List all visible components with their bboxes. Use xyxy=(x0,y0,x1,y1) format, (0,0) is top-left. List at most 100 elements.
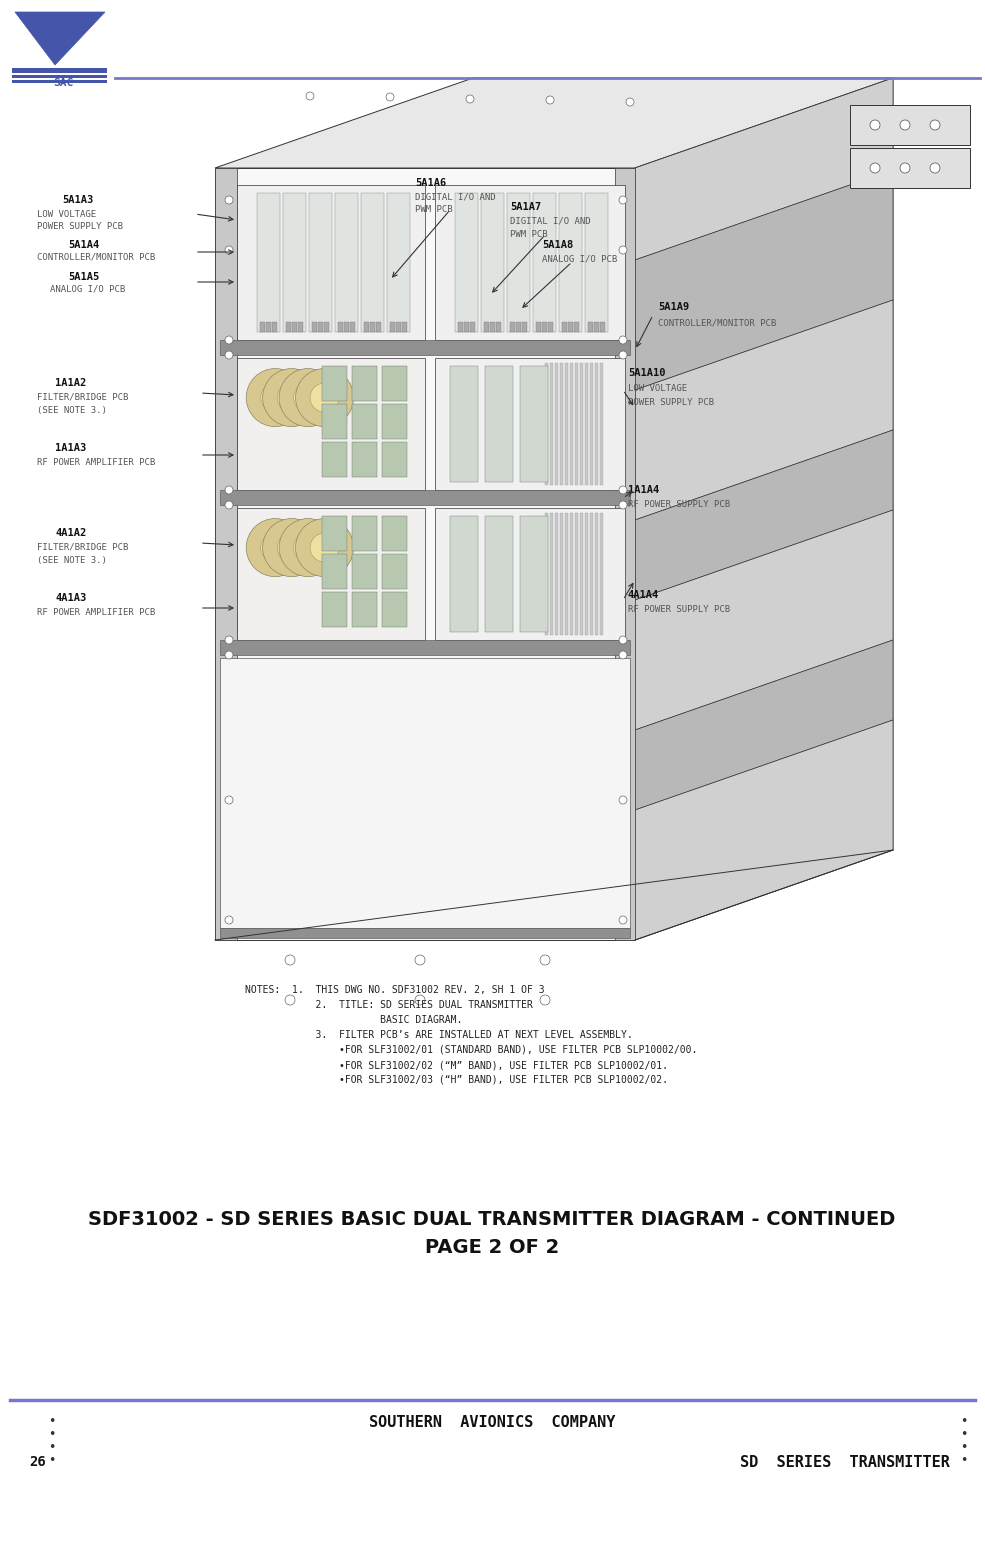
Bar xyxy=(496,321,501,332)
Bar xyxy=(555,363,558,485)
Circle shape xyxy=(415,995,425,1005)
Bar xyxy=(318,321,323,332)
Polygon shape xyxy=(215,78,893,168)
Bar xyxy=(533,193,556,332)
Text: •FOR SLF31002/01 (STANDARD BAND), USE FILTER PCB SLP10002/00.: •FOR SLF31002/01 (STANDARD BAND), USE FI… xyxy=(245,1045,697,1054)
Circle shape xyxy=(930,120,940,130)
Bar xyxy=(575,512,578,635)
Bar xyxy=(520,516,548,632)
Circle shape xyxy=(246,519,304,576)
Bar xyxy=(382,516,407,551)
Text: RF POWER SUPPLY PCB: RF POWER SUPPLY PCB xyxy=(628,500,730,509)
Bar xyxy=(220,491,630,505)
Circle shape xyxy=(225,502,233,509)
Circle shape xyxy=(225,335,233,345)
Text: 1A1A2: 1A1A2 xyxy=(55,377,87,388)
Bar xyxy=(850,148,970,188)
Bar xyxy=(559,193,582,332)
Bar xyxy=(520,367,548,481)
Circle shape xyxy=(900,120,910,130)
Bar xyxy=(382,592,407,627)
Bar xyxy=(283,193,306,332)
Circle shape xyxy=(870,163,880,172)
Bar xyxy=(361,193,384,332)
Text: DIGITAL I/O AND: DIGITAL I/O AND xyxy=(510,217,591,227)
Bar xyxy=(590,363,593,485)
Bar xyxy=(215,168,237,940)
Polygon shape xyxy=(635,78,893,259)
Circle shape xyxy=(540,995,550,1005)
Circle shape xyxy=(619,335,627,345)
Bar xyxy=(322,443,347,477)
Circle shape xyxy=(310,384,339,412)
Circle shape xyxy=(263,368,321,427)
Bar xyxy=(352,367,377,401)
Bar xyxy=(585,363,588,485)
Bar xyxy=(458,321,463,332)
Bar xyxy=(450,516,478,632)
Text: PWM PCB: PWM PCB xyxy=(510,230,548,239)
Circle shape xyxy=(619,502,627,509)
Bar xyxy=(435,359,625,491)
Circle shape xyxy=(277,384,306,412)
Bar xyxy=(550,512,553,635)
Bar xyxy=(382,554,407,589)
Circle shape xyxy=(415,955,425,964)
Bar xyxy=(615,168,635,940)
Bar xyxy=(350,321,355,332)
Bar xyxy=(237,359,425,491)
Bar xyxy=(338,321,343,332)
Text: 5A1A8: 5A1A8 xyxy=(542,241,573,250)
Bar xyxy=(382,367,407,401)
Bar xyxy=(352,554,377,589)
Circle shape xyxy=(279,519,337,576)
Text: CONTROLLER/MONITOR PCB: CONTROLLER/MONITOR PCB xyxy=(37,253,156,262)
Bar xyxy=(298,321,303,332)
Text: CONTROLLER/MONITOR PCB: CONTROLLER/MONITOR PCB xyxy=(658,318,776,328)
Circle shape xyxy=(540,955,550,964)
Bar xyxy=(344,321,349,332)
Bar xyxy=(382,404,407,439)
Bar xyxy=(237,508,425,640)
Text: ANALOG I/O PCB: ANALOG I/O PCB xyxy=(542,255,618,264)
Text: FILTER/BRIDGE PCB: FILTER/BRIDGE PCB xyxy=(37,393,128,402)
Circle shape xyxy=(619,797,627,804)
Bar xyxy=(485,516,513,632)
Circle shape xyxy=(619,486,627,494)
Text: (SEE NOTE 3.): (SEE NOTE 3.) xyxy=(37,405,107,415)
Bar xyxy=(352,516,377,551)
Polygon shape xyxy=(635,640,893,811)
Bar xyxy=(470,321,475,332)
Bar xyxy=(590,512,593,635)
Bar xyxy=(292,321,297,332)
Circle shape xyxy=(546,96,554,104)
Text: 5A1A5: 5A1A5 xyxy=(68,272,99,283)
Circle shape xyxy=(466,95,474,102)
Bar xyxy=(507,193,530,332)
Bar xyxy=(220,340,630,356)
Bar xyxy=(322,367,347,401)
Bar xyxy=(12,81,107,82)
Text: POWER SUPPLY PCB: POWER SUPPLY PCB xyxy=(628,398,714,407)
Text: •: • xyxy=(48,1454,56,1468)
Text: 2.  TITLE: SD SERIES DUAL TRANSMITTER: 2. TITLE: SD SERIES DUAL TRANSMITTER xyxy=(245,1000,533,1009)
Text: (SEE NOTE 3.): (SEE NOTE 3.) xyxy=(37,556,107,565)
Circle shape xyxy=(246,368,304,427)
Circle shape xyxy=(225,651,233,658)
Circle shape xyxy=(225,797,233,804)
Circle shape xyxy=(279,368,337,427)
Bar xyxy=(322,404,347,439)
Text: 1A1A3: 1A1A3 xyxy=(55,443,87,453)
Text: •FOR SLF31002/03 (“H” BAND), USE FILTER PCB SLP10002/02.: •FOR SLF31002/03 (“H” BAND), USE FILTER … xyxy=(245,1075,668,1086)
Polygon shape xyxy=(635,169,893,390)
Text: •: • xyxy=(48,1415,56,1429)
Bar xyxy=(396,321,401,332)
Polygon shape xyxy=(635,300,893,520)
Text: 4A1A3: 4A1A3 xyxy=(55,593,87,603)
Bar xyxy=(352,404,377,439)
Bar xyxy=(382,443,407,477)
Bar xyxy=(560,363,563,485)
Circle shape xyxy=(619,245,627,255)
Circle shape xyxy=(261,533,290,562)
Circle shape xyxy=(870,120,880,130)
